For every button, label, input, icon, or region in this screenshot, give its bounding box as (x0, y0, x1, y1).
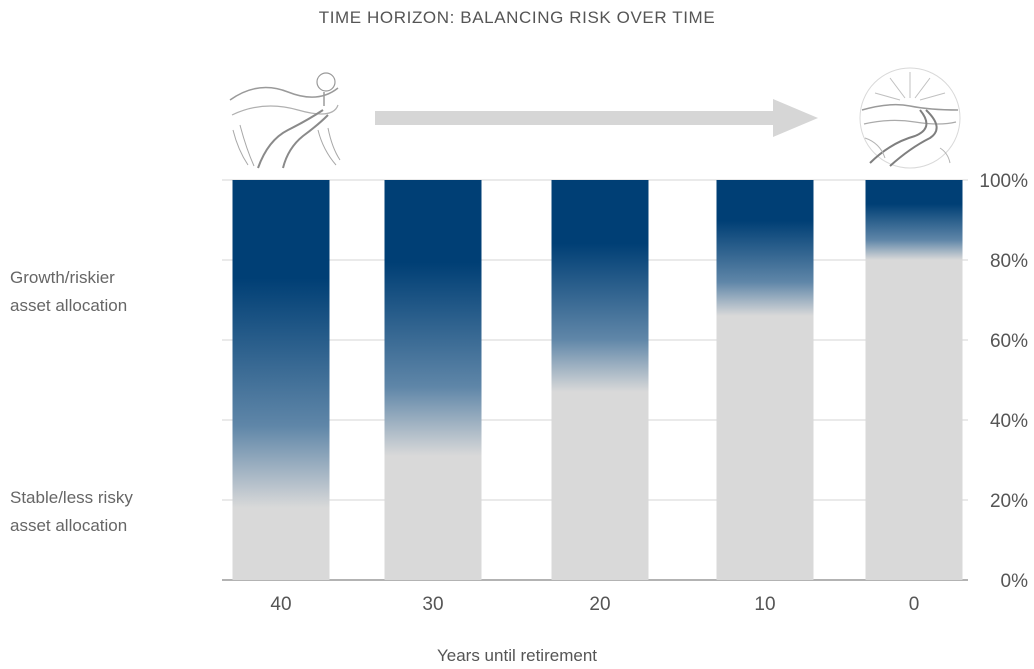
winding-road-start-icon (228, 70, 341, 169)
x-axis-title: Years until retirement (436, 646, 597, 665)
x-tick-label: 10 (754, 594, 775, 615)
growth-label-line-1: Growth/riskier (10, 268, 115, 287)
bar-stable-40 (232, 508, 330, 580)
x-tick-label: 20 (589, 594, 610, 615)
timeline-illustrations (228, 67, 961, 169)
y-tick-label: 80% (990, 251, 1028, 272)
x-tick-label: 40 (270, 594, 291, 615)
bar-stable-0 (865, 260, 963, 580)
y-tick-label: 40% (990, 411, 1028, 432)
bar-stable-10 (716, 316, 814, 580)
right-arrow-icon (375, 99, 818, 137)
bar-stable-30 (384, 456, 482, 580)
y-tick-label: 100% (979, 171, 1028, 192)
bar-growth-10 (716, 180, 814, 316)
x-axis-tick-labels: 40 30 20 10 0 (270, 594, 919, 615)
chart-title: TIME HORIZON: BALANCING RISK OVER TIME (318, 8, 716, 27)
stable-label-line-2: asset allocation (10, 516, 128, 535)
bar-growth-20 (551, 180, 649, 392)
y-tick-label: 0% (1001, 571, 1029, 592)
bar-growth-30 (384, 180, 482, 456)
stable-allocation-label: Stable/less risky asset allocation (10, 484, 133, 540)
bar-growth-40 (232, 180, 330, 508)
x-tick-label: 0 (909, 594, 920, 615)
y-tick-label: 60% (990, 331, 1028, 352)
bars-group (232, 180, 963, 580)
growth-allocation-label: Growth/riskier asset allocation (10, 264, 127, 320)
bar-stable-20 (551, 392, 649, 580)
x-tick-label: 30 (422, 594, 443, 615)
y-axis-tick-labels: 0% 20% 40% 60% 80% 100% (979, 171, 1028, 592)
bar-growth-0 (865, 180, 963, 260)
growth-label-line-2: asset allocation (10, 296, 128, 315)
road-to-sunrise-icon (859, 67, 961, 169)
y-tick-label: 20% (990, 491, 1028, 512)
stable-label-line-1: Stable/less risky (10, 488, 133, 507)
